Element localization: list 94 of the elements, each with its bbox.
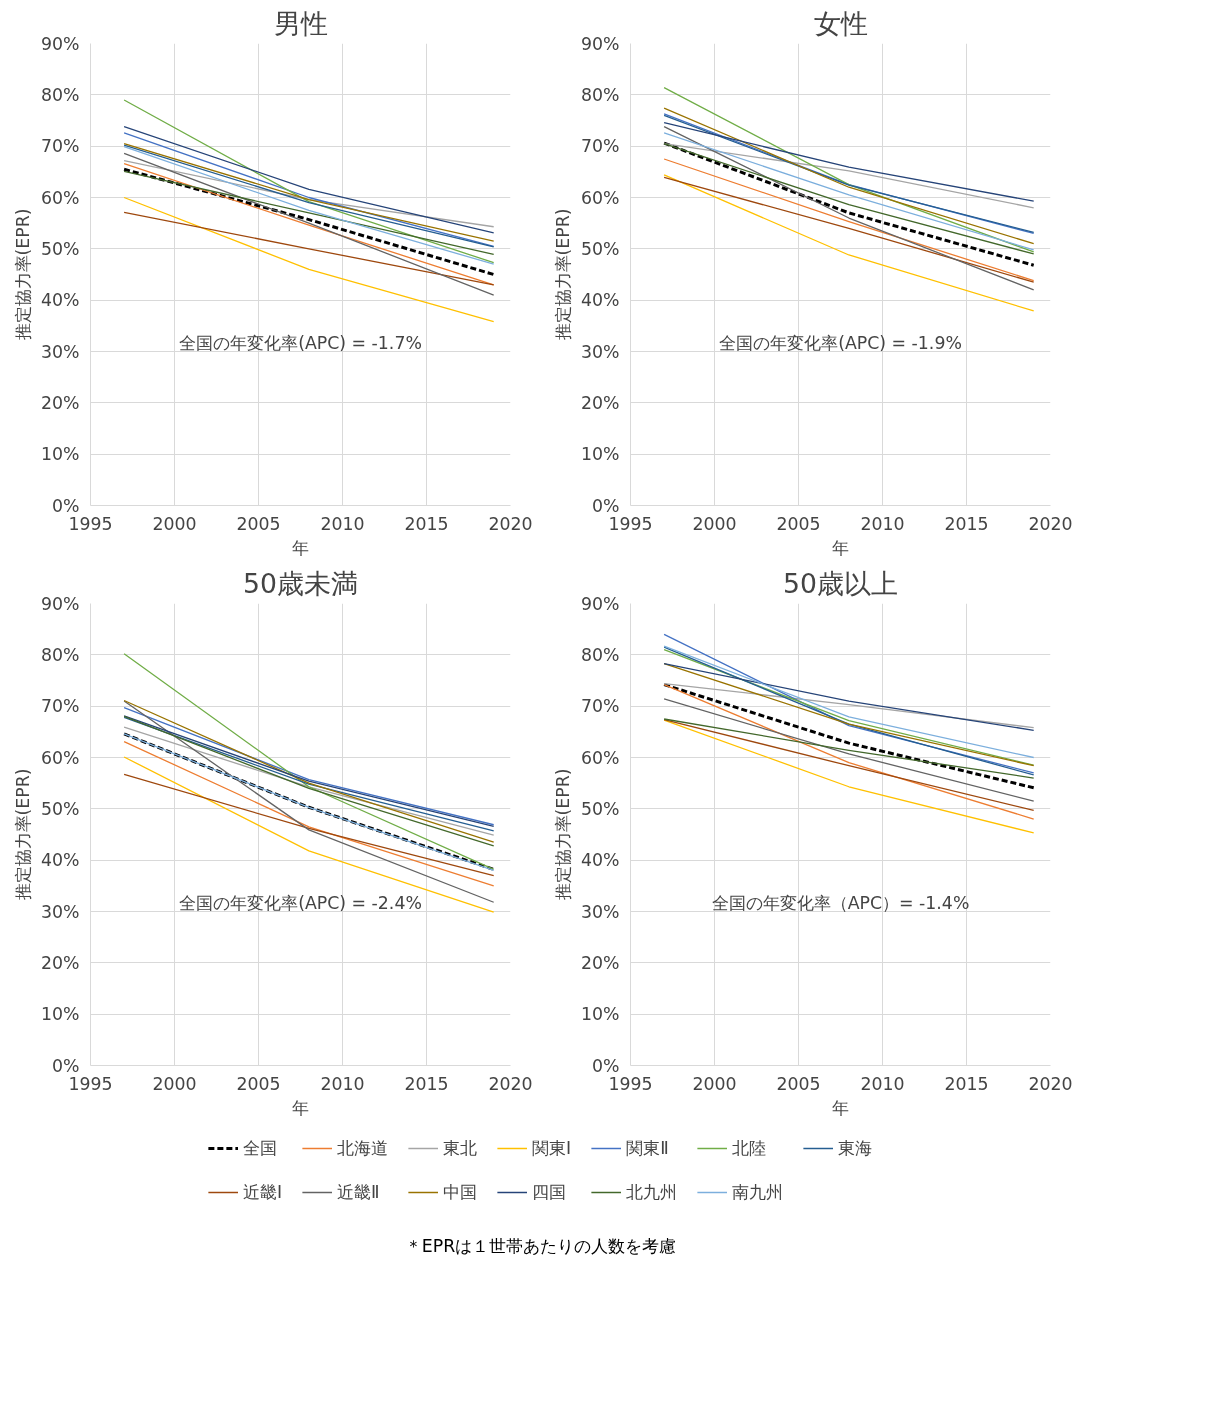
x-tick-label: 1995 xyxy=(68,1073,113,1094)
y-tick-label: 70% xyxy=(580,696,620,717)
x-tick-label: 2020 xyxy=(488,1073,533,1094)
x-tick-label: 2010 xyxy=(320,1073,365,1094)
chart-title: 男性 xyxy=(273,7,328,39)
annotation: 全国の年変化率(APC) = -2.4% xyxy=(179,893,422,914)
legend-label: 近畿Ⅰ xyxy=(242,1181,282,1204)
legend-label: 中国 xyxy=(443,1181,477,1204)
x-tick-label: 2005 xyxy=(776,513,821,534)
x-tick-label: 2005 xyxy=(236,513,281,534)
x-tick-label: 2015 xyxy=(944,513,989,534)
y-tick-label: 50% xyxy=(40,238,80,259)
x-tick-label: 2015 xyxy=(944,1073,989,1094)
y-tick-label: 20% xyxy=(580,392,620,413)
y-tick-label: 10% xyxy=(40,444,80,465)
x-tick-label: 2000 xyxy=(152,513,197,534)
x-tick-label: 2015 xyxy=(404,1073,449,1094)
y-tick-label: 30% xyxy=(580,341,620,362)
y-tick-label: 70% xyxy=(40,136,80,157)
y-tick-label: 20% xyxy=(40,952,80,973)
y-axis-title: 推定協力率(EPR) xyxy=(12,768,33,901)
y-axis-title: 推定協力率(EPR) xyxy=(552,768,573,901)
legend-label: 全国 xyxy=(242,1137,277,1160)
y-tick-label: 70% xyxy=(580,136,620,157)
y-tick-label: 40% xyxy=(580,290,620,311)
y-tick-label: 90% xyxy=(40,593,80,614)
legend-label: 東海 xyxy=(838,1137,873,1160)
y-tick-label: 0% xyxy=(52,1055,80,1076)
y-tick-label: 40% xyxy=(40,290,80,311)
text: ＊EPRは１世帯あたりの人数を考慮 xyxy=(404,1235,677,1256)
y-tick-label: 70% xyxy=(40,696,80,717)
chart-title: 50歳以上 xyxy=(783,567,898,599)
x-tick-label: 2015 xyxy=(404,513,449,534)
annotation: 全国の年変化率（APC）= -1.4% xyxy=(711,893,970,914)
y-tick-label: 20% xyxy=(580,952,620,973)
y-tick-label: 40% xyxy=(580,850,620,871)
y-tick-label: 0% xyxy=(592,495,620,516)
y-tick-label: 10% xyxy=(580,1004,620,1025)
y-tick-label: 60% xyxy=(580,747,620,768)
y-tick-label: 90% xyxy=(40,33,80,54)
legend-label: 関東Ⅱ xyxy=(626,1137,669,1160)
legend-label: 北九州 xyxy=(626,1181,678,1204)
legend-label: 南九州 xyxy=(732,1181,784,1204)
x-tick-label: 2010 xyxy=(860,1073,905,1094)
y-tick-label: 30% xyxy=(580,901,620,922)
y-tick-label: 50% xyxy=(580,798,620,819)
y-tick-label: 80% xyxy=(40,644,80,665)
y-tick-label: 10% xyxy=(580,444,620,465)
y-tick-label: 60% xyxy=(40,187,80,208)
chart-title: 50歳未満 xyxy=(243,567,358,599)
y-tick-label: 80% xyxy=(580,644,620,665)
y-tick-label: 90% xyxy=(580,33,620,54)
y-tick-label: 30% xyxy=(40,901,80,922)
y-tick-label: 60% xyxy=(580,187,620,208)
legend-label: 関東Ⅰ xyxy=(532,1137,572,1160)
x-axis-title: 年 xyxy=(832,537,849,558)
y-tick-label: 10% xyxy=(40,1004,80,1025)
y-tick-label: 50% xyxy=(40,798,80,819)
legend-label: 北陸 xyxy=(732,1137,767,1160)
y-tick-label: 50% xyxy=(580,238,620,259)
x-tick-label: 2000 xyxy=(692,513,737,534)
x-tick-label: 1995 xyxy=(608,1073,653,1094)
x-tick-label: 2005 xyxy=(776,1073,821,1094)
chart-title: 女性 xyxy=(813,7,868,39)
legend-label: 東北 xyxy=(443,1137,477,1160)
y-axis-title: 推定協力率(EPR) xyxy=(12,208,33,341)
x-tick-label: 2010 xyxy=(320,513,365,534)
x-axis-title: 年 xyxy=(832,1097,849,1118)
legend-label: 近畿Ⅱ xyxy=(337,1181,380,1204)
x-axis-title: 年 xyxy=(292,537,309,558)
x-tick-label: 2005 xyxy=(236,1073,281,1094)
x-tick-label: 2000 xyxy=(692,1073,737,1094)
y-tick-label: 0% xyxy=(592,1055,620,1076)
x-tick-label: 1995 xyxy=(68,513,113,534)
legend-label: 四国 xyxy=(532,1181,566,1204)
x-axis-title: 年 xyxy=(292,1097,309,1118)
y-tick-label: 40% xyxy=(40,850,80,871)
x-tick-label: 2010 xyxy=(860,513,905,534)
y-axis-title: 推定協力率(EPR) xyxy=(552,208,573,341)
y-tick-label: 80% xyxy=(580,84,620,105)
x-tick-label: 2020 xyxy=(488,513,533,534)
y-tick-label: 80% xyxy=(40,84,80,105)
annotation: 全国の年変化率(APC) = -1.7% xyxy=(179,333,422,354)
x-tick-label: 1995 xyxy=(608,513,653,534)
legend-label: 北海道 xyxy=(337,1137,388,1160)
x-tick-label: 2020 xyxy=(1028,513,1073,534)
y-tick-label: 60% xyxy=(40,747,80,768)
y-tick-label: 20% xyxy=(40,392,80,413)
annotation: 全国の年変化率(APC) = -1.9% xyxy=(719,333,962,354)
y-tick-label: 90% xyxy=(580,593,620,614)
y-tick-label: 30% xyxy=(40,341,80,362)
x-tick-label: 2000 xyxy=(152,1073,197,1094)
x-tick-label: 2020 xyxy=(1028,1073,1073,1094)
y-tick-label: 0% xyxy=(52,495,80,516)
